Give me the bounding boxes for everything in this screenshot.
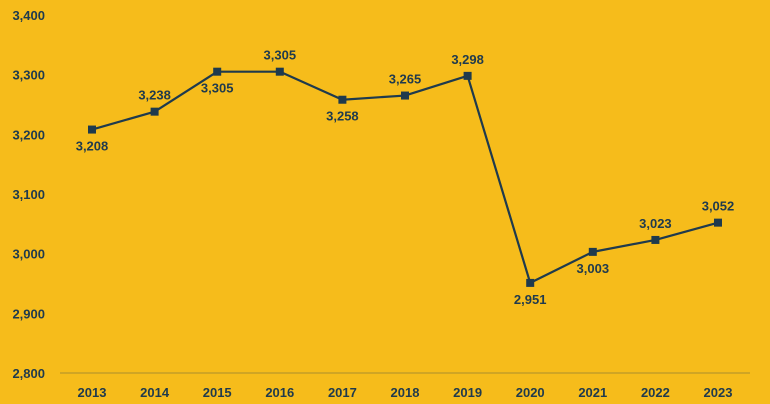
y-tick-label: 2,800 <box>12 366 45 381</box>
data-label: 3,305 <box>201 81 234 96</box>
data-markers <box>88 67 722 287</box>
y-tick-label: 3,100 <box>12 187 45 202</box>
y-tick-label: 3,000 <box>12 247 45 262</box>
x-tick-label: 2018 <box>391 385 420 400</box>
x-tick-label: 2013 <box>78 385 107 400</box>
x-tick-label: 2023 <box>704 385 733 400</box>
data-labels: 3,208 3,238 3,305 3,305 3,258 3,265 3,298 2,951… <box>76 48 735 307</box>
x-axis-ticks: 2013 2014 2015 2016 2017 2018 2019 2020 2021 2022… <box>78 385 733 400</box>
data-point-marker <box>651 235 660 244</box>
data-label: 3,208 <box>76 139 109 154</box>
data-label: 3,003 <box>577 261 610 276</box>
data-point-marker <box>88 125 96 134</box>
x-tick-label: 2017 <box>328 385 357 400</box>
data-label: 2,951 <box>514 292 547 307</box>
data-label: 3,265 <box>389 72 422 87</box>
data-point-marker <box>275 67 284 76</box>
y-tick-label: 3,300 <box>12 68 45 83</box>
data-point-marker <box>526 278 535 287</box>
x-tick-label: 2014 <box>140 385 170 400</box>
data-point-marker <box>714 218 722 227</box>
data-label: 3,238 <box>138 88 171 103</box>
y-tick-label: 3,200 <box>12 127 45 142</box>
data-label: 3,298 <box>451 52 484 67</box>
x-tick-label: 2015 <box>203 385 232 400</box>
y-tick-label: 2,900 <box>12 306 45 321</box>
data-label: 3,305 <box>264 48 297 63</box>
data-point-marker <box>401 91 409 100</box>
x-tick-label: 2020 <box>516 385 545 400</box>
data-point-marker <box>338 95 347 104</box>
data-label: 3,023 <box>639 216 672 231</box>
data-point-marker <box>588 247 597 256</box>
data-label: 3,258 <box>326 109 359 124</box>
data-point-marker <box>213 67 222 76</box>
y-tick-label: 3,400 <box>12 8 45 23</box>
y-axis-ticks: 2,800 2,900 3,000 3,100 3,200 3,300 3,400 <box>12 8 45 381</box>
data-point-marker <box>150 107 159 116</box>
x-tick-label: 2022 <box>641 385 670 400</box>
x-tick-label: 2019 <box>453 385 482 400</box>
x-tick-label: 2016 <box>265 385 294 400</box>
data-point-marker <box>463 71 472 80</box>
x-tick-label: 2021 <box>578 385 607 400</box>
data-label: 3,052 <box>702 199 735 214</box>
